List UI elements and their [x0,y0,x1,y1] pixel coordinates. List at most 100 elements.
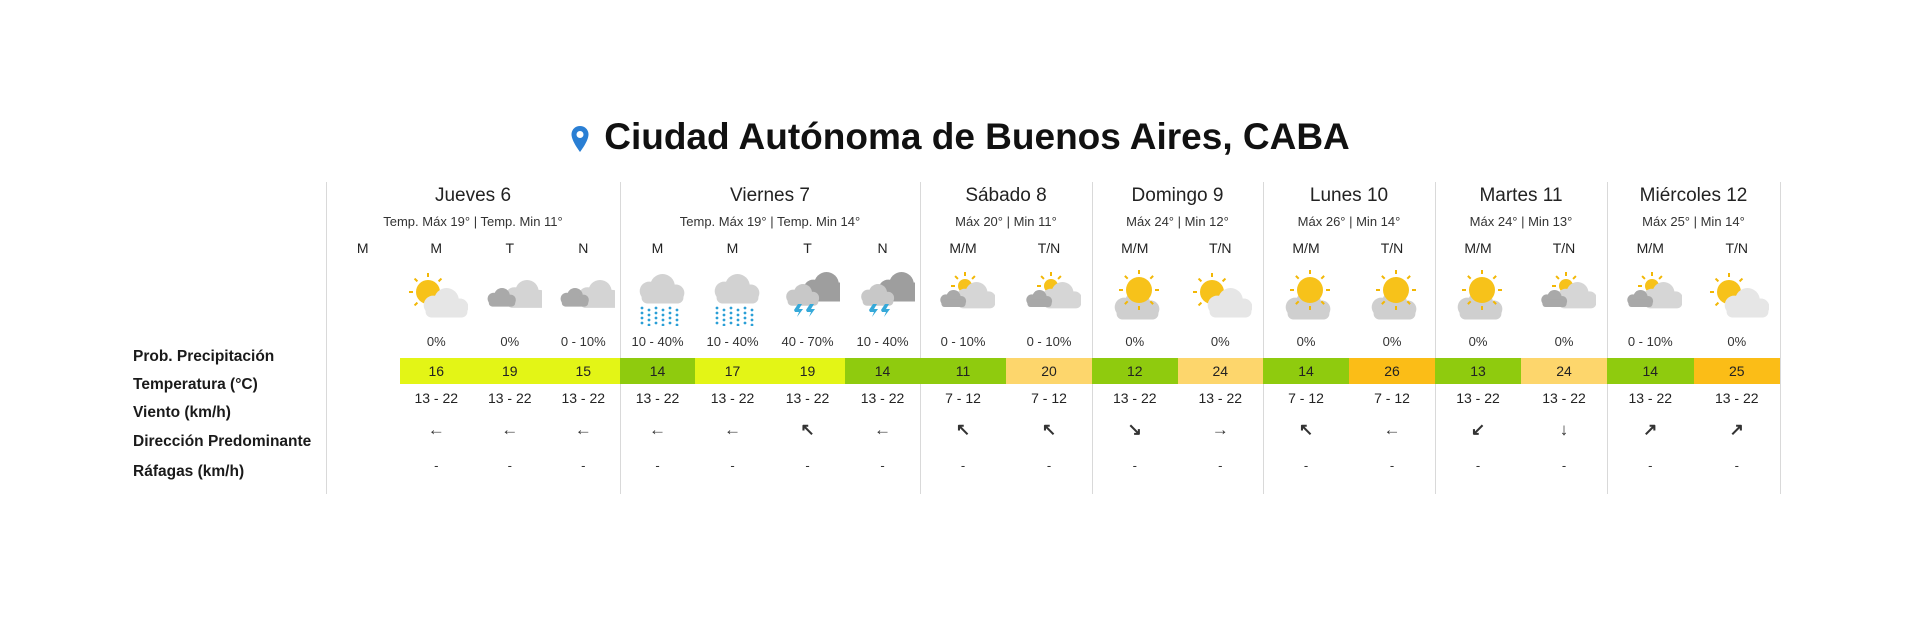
day-temp-range: Máx 24° | Min 12° [1126,214,1229,229]
gusts-value: - [434,458,439,473]
weather-icon-rain [701,270,765,331]
wind-speed: 13 - 22 [1112,390,1157,406]
precip-probability: 0 - 10% [560,334,606,349]
day-divider [326,182,327,494]
temperature-cell: 13 [1435,358,1521,384]
sunny-cloud-icon [1114,270,1160,320]
period-label: T/N [1208,240,1232,256]
gusts-value: - [1218,458,1223,473]
day-name: Domingo 9 [1131,185,1224,206]
period-label: M [430,240,443,256]
cloudy-sun-icon [1541,272,1598,309]
wind-speed: 13 - 22 [785,390,830,406]
precip-probability: 0% [1554,334,1574,349]
period-label: M/M [1636,240,1664,256]
wind-direction-arrow-icon: ← [501,420,519,439]
wind-direction-arrow-icon: ↙ [1470,420,1486,439]
weather-icon-partly-sunny [404,270,469,331]
wind-speed: 7 - 12 [945,390,981,406]
wind-speed: 13 - 22 [1714,390,1759,406]
temperature-cell: 20 [1006,358,1092,384]
wind-direction-arrow-icon: ↘ [1127,420,1142,439]
wind-direction-arrow-icon: ↓ [1559,420,1569,439]
cloudy-sun-icon [1627,272,1684,309]
gusts-value: - [960,458,966,473]
gusts-value: - [880,458,885,473]
day-temp-range: Temp. Máx 19° | Temp. Min 11° [383,214,563,229]
storm-icon [860,272,923,317]
temperature-cell: 14 [620,358,695,384]
weather-icon-cloudy-sun [1532,270,1598,331]
day-temp-range: Máx 26° | Min 14° [1297,214,1401,229]
precip-probability: 0% [1382,334,1402,349]
gusts-value: - [805,458,810,473]
period-label: N [578,240,589,256]
period-label: T [505,240,515,256]
period-label: M/M [1464,240,1492,256]
wind-speed: 13 - 22 [710,390,755,406]
wind-speed: 13 - 22 [1542,390,1586,406]
weather-icon-storm [776,270,848,331]
precip-probability: 0 - 10% [1627,334,1673,349]
weather-icon-partly-sunny [1705,270,1770,331]
sunny-cloud-icon [1371,270,1417,320]
period-label: T/N [1552,240,1576,256]
weather-icon-sunny-cloud [1360,270,1424,331]
precip-probability: 0% [1296,334,1316,349]
location-title: Ciudad Autónoma de Buenos Aires, CABA [0,116,1920,158]
storm-icon [785,272,848,317]
wind-speed: 13 - 22 [860,390,905,406]
wind-direction-arrow-icon: → [1211,420,1229,439]
wind-direction-arrow-icon: ↖ [800,420,815,439]
period-label: T/N [1037,240,1061,256]
wind-speed: 13 - 22 [1456,390,1500,406]
day-name: Martes 11 [1479,185,1563,206]
temperature-cell: 14 [1263,358,1349,384]
row-label-direction: Dirección Predominante [133,433,312,450]
precip-probability: 0% [1125,334,1145,349]
gusts-value: - [1561,458,1567,473]
day-temp-range: Máx 20° | Min 11° [955,214,1057,229]
partly-sunny-icon [1193,273,1253,318]
temperature-cell: 24 [1177,358,1263,384]
day-divider [920,182,921,494]
period-label: M [651,240,664,256]
wind-direction-arrow-icon: ← [724,420,741,439]
day-divider [1435,182,1436,494]
period-label: M [356,240,369,256]
temperature-cell: 14 [1607,358,1694,384]
precip-probability: 40 - 70% [781,334,834,349]
precip-probability: 0% [1210,334,1230,349]
precip-probability: 10 - 40% [706,334,759,349]
temperature-cell: 17 [695,358,770,384]
period-label: T [803,240,812,256]
period-label: M [726,240,739,256]
day-name: Jueves 6 [434,185,512,206]
weather-icon-cloudy-sun [931,270,997,331]
wind-speed: 13 - 22 [1198,390,1243,406]
day-divider [1607,182,1608,494]
partly-sunny-icon [409,273,469,318]
temperature-cell: 25 [1693,358,1780,384]
temperature-cell: 16 [399,358,473,384]
precip-probability: 0 - 10% [1026,334,1072,349]
gusts-value: - [1132,458,1137,473]
weather-icon-partly-sunny [1188,270,1253,331]
gusts-value: - [1475,458,1481,473]
period-label: T/N [1380,240,1404,256]
partly-sunny-icon [1709,273,1770,318]
wind-direction-arrow-icon: ↖ [1041,420,1057,439]
gusts-value: - [730,458,735,473]
wind-speed: 7 - 12 [1031,390,1067,406]
wind-direction-arrow-icon: ↖ [955,420,971,439]
wind-speed: 13 - 22 [635,390,680,406]
temperature-cell: 11 [920,358,1006,384]
wind-speed: 7 - 12 [1374,390,1410,406]
day-divider [1092,182,1093,494]
weather-icon-cloudy [478,270,548,331]
row-label-gusts: Ráfagas (km/h) [133,463,245,480]
day-name: Viernes 7 [730,185,810,206]
wind-direction-arrow-icon: ← [574,420,592,439]
wind-direction-arrow-icon: ← [874,420,891,439]
